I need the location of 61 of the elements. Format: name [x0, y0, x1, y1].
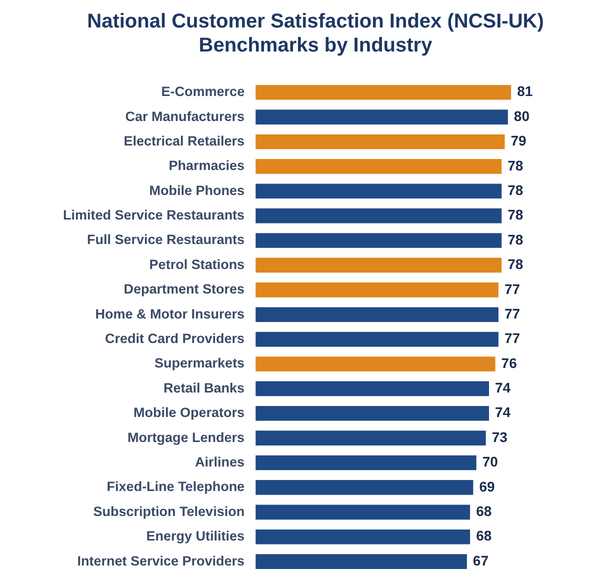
bar [256, 184, 502, 199]
y-tick-label: Supermarkets [154, 356, 245, 371]
y-tick-label: Mobile Operators [134, 405, 245, 420]
y-tick-label: Mobile Phones [149, 182, 245, 198]
y-tick-label: Petrol Stations [149, 256, 245, 272]
bar [256, 332, 498, 347]
data-label: 68 [476, 528, 492, 544]
data-label: 73 [492, 428, 508, 445]
bar [256, 84, 512, 100]
y-tick-label: Subscription Television [93, 504, 245, 519]
y-tick-label: Home & Motor Insurers [95, 306, 245, 322]
data-label: 78 [508, 256, 524, 272]
data-label: 68 [476, 503, 492, 520]
bar [256, 529, 470, 544]
bar [256, 406, 489, 421]
data-label: 67 [472, 552, 489, 568]
bar [256, 258, 502, 273]
bar [256, 159, 502, 174]
bar [256, 307, 498, 322]
data-label: 79 [510, 132, 527, 149]
y-tick-label: Airlines [195, 454, 245, 470]
data-label: 78 [508, 231, 524, 248]
data-label: 81 [517, 83, 533, 100]
data-label: 78 [508, 157, 524, 174]
y-tick-label: E-Commerce [161, 84, 246, 100]
bar [256, 480, 474, 495]
y-tick-label: Internet Service Providers [77, 553, 245, 568]
data-label: 77 [504, 305, 520, 322]
data-label: 74 [494, 380, 511, 396]
data-label: 77 [504, 330, 520, 346]
bar [256, 554, 467, 569]
bar [256, 208, 502, 224]
data-label: 74 [494, 404, 511, 420]
bar [256, 356, 496, 372]
y-tick-label: Car Manufacturers [125, 108, 245, 124]
bar [256, 282, 498, 298]
y-tick-label: Electrical Retailers [124, 133, 245, 148]
bar [256, 430, 486, 446]
y-tick-label: Energy Utilities [146, 528, 245, 544]
bar [256, 381, 489, 396]
y-tick-label: Mortgage Lenders [128, 430, 245, 445]
bar [256, 233, 502, 248]
data-label: 78 [508, 206, 524, 223]
y-tick-label: Retail Banks [164, 380, 245, 396]
y-tick-label: Fixed-Line Telephone [106, 479, 246, 494]
y-tick-label: Pharmacies [168, 158, 245, 174]
bar [256, 134, 505, 150]
y-tick-label: Department Stores [124, 282, 245, 297]
y-tick-label: Credit Card Providers [105, 331, 245, 346]
bar [256, 455, 476, 470]
data-label: 70 [482, 454, 498, 470]
chart-title: National Customer Satisfaction Index (NCSI-UK) Benchmarks by Industry [87, 10, 544, 57]
bar [256, 504, 470, 520]
data-label: 77 [504, 280, 520, 297]
data-label: 80 [514, 108, 530, 124]
y-tick-label: Limited Service Restaurants [62, 208, 245, 223]
data-label: 76 [501, 354, 518, 371]
data-label: 78 [508, 182, 524, 198]
bar [256, 110, 508, 124]
data-label: 69 [479, 478, 496, 494]
y-tick-label: Full Service Restaurants [86, 232, 245, 248]
